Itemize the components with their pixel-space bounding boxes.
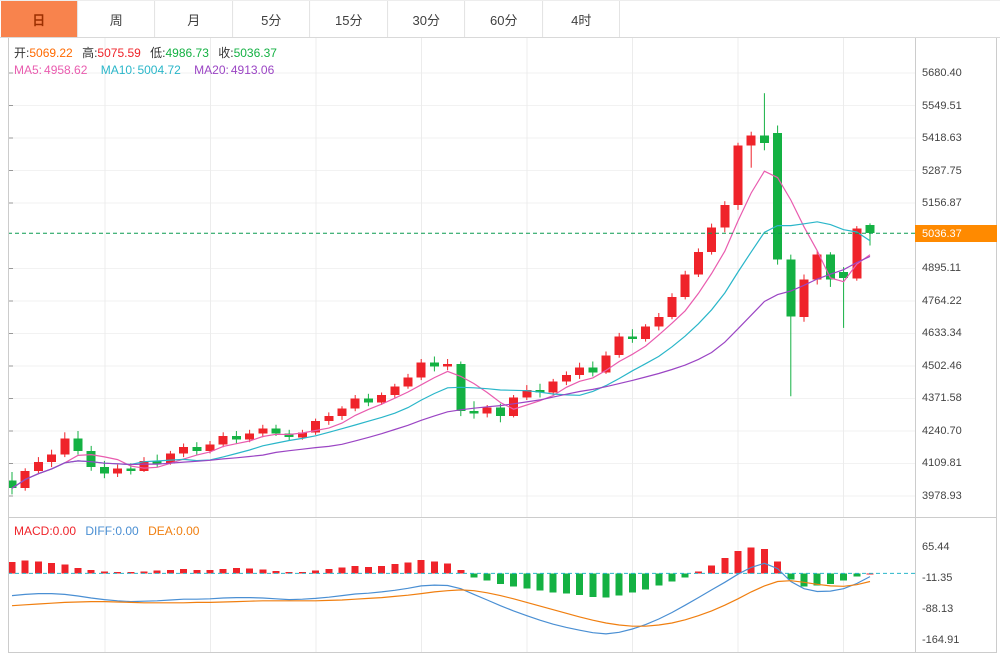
chart-left-border bbox=[8, 38, 9, 652]
dea-value: 0.00 bbox=[176, 524, 200, 538]
chart-bottom-border bbox=[8, 652, 997, 653]
macd-axis-label: -11.35 bbox=[922, 571, 953, 584]
candles bbox=[8, 93, 875, 495]
current-price-tag: 5036.37 bbox=[915, 225, 997, 243]
price-axis-label: 4240.70 bbox=[922, 424, 962, 437]
diff-label: DIFF: bbox=[85, 524, 116, 538]
ma5-line bbox=[11, 170, 871, 489]
macd-value: 0.00 bbox=[52, 524, 77, 538]
open-label: 开: bbox=[14, 46, 30, 60]
panel-divider bbox=[8, 517, 997, 518]
tab-timeframe-2[interactable]: 月 bbox=[155, 1, 233, 37]
price-axis-label: 5156.87 bbox=[922, 197, 962, 210]
ma10-line bbox=[11, 221, 871, 489]
price-axis-label: 4109.81 bbox=[922, 457, 962, 470]
tab-timeframe-5[interactable]: 30分 bbox=[387, 1, 465, 37]
chart-right-border bbox=[996, 38, 997, 652]
candlestick-chart[interactable] bbox=[8, 38, 915, 517]
macd-axis-label: 65.44 bbox=[922, 541, 950, 554]
axis-separator-line bbox=[915, 38, 916, 652]
ohlc-header: 开:5069.22 高:5075.59 低:4986.73 收:5036.37 bbox=[14, 44, 283, 61]
ma5-value: 4958.62 bbox=[44, 63, 88, 77]
price-axis-label: 5680.40 bbox=[922, 67, 962, 80]
ma10-label: MA10: bbox=[100, 63, 136, 77]
macd-axis-label: -164.91 bbox=[922, 633, 960, 646]
close-value: 5036.37 bbox=[233, 46, 277, 60]
ma20-label: MA20: bbox=[194, 63, 229, 77]
open-value: 5069.22 bbox=[29, 46, 73, 60]
macd-histogram bbox=[8, 547, 874, 598]
price-axis: 5680.40 5549.51 5418.63 5287.75 5156.87 4895.… bbox=[915, 38, 997, 517]
price-axis-label: 4895.11 bbox=[922, 262, 961, 275]
tab-timeframe-3[interactable]: 5分 bbox=[232, 1, 310, 37]
macd-axis-label: -88.13 bbox=[922, 602, 954, 615]
price-axis-label: 5549.51 bbox=[922, 99, 962, 112]
diff-line bbox=[11, 562, 871, 635]
price-axis-label: 4764.22 bbox=[922, 294, 962, 307]
high-label: 高: bbox=[82, 46, 98, 60]
tab-timeframe-0[interactable]: 日 bbox=[0, 1, 78, 37]
price-axis-label: 5287.75 bbox=[922, 164, 962, 177]
tab-timeframe-1[interactable]: 周 bbox=[77, 1, 155, 37]
price-axis-label: 4371.58 bbox=[922, 392, 962, 405]
low-label: 低: bbox=[150, 46, 166, 60]
timeframe-tabs: 日周月 5分 15分 30分 60分 4时 bbox=[0, 0, 1000, 38]
macd-chart[interactable] bbox=[8, 519, 915, 652]
diff-value: 0.00 bbox=[115, 524, 139, 538]
ma5-label: MA5: bbox=[14, 63, 43, 77]
price-axis-label: 5418.63 bbox=[922, 132, 962, 145]
ma20-line bbox=[11, 255, 871, 489]
ma20-value: 4913.06 bbox=[230, 63, 275, 77]
macd-header: MACD:0.00 DIFF:0.00 DEA:0.00 bbox=[14, 524, 205, 538]
dea-line bbox=[11, 580, 871, 627]
tab-timeframe-7[interactable]: 4时 bbox=[542, 1, 620, 37]
macd-axis: 65.44 -11.35 -88.13 -164.91 bbox=[915, 519, 997, 652]
price-axis-label: 4633.34 bbox=[922, 327, 962, 340]
ma10-value: 5004.72 bbox=[137, 63, 181, 77]
dea-label: DEA: bbox=[148, 524, 177, 538]
macd-label: MACD: bbox=[14, 524, 53, 538]
price-axis-label: 3978.93 bbox=[922, 489, 962, 502]
low-value: 4986.73 bbox=[165, 46, 209, 60]
price-axis-label: 4502.46 bbox=[922, 359, 962, 372]
ma-header: MA5: 4958.62 MA10: 5004.72 MA20: 4913.06 bbox=[14, 63, 280, 77]
high-value: 5075.59 bbox=[97, 46, 141, 60]
tab-timeframe-4[interactable]: 15分 bbox=[310, 1, 388, 37]
close-label: 收: bbox=[218, 46, 234, 60]
tab-timeframe-6[interactable]: 60分 bbox=[465, 1, 543, 37]
